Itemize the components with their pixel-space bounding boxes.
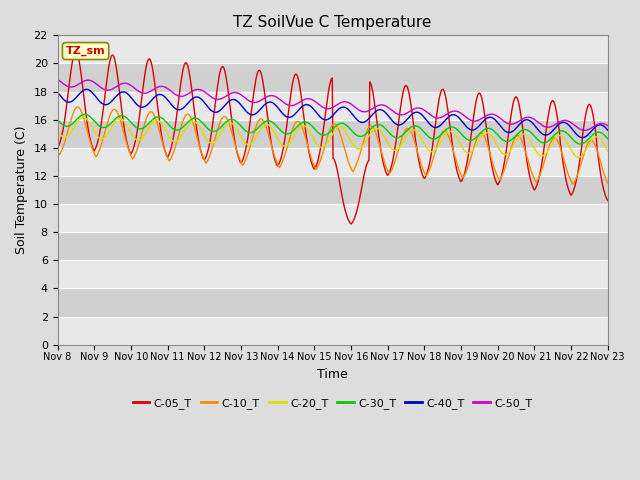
Line: C-30_T: C-30_T (58, 114, 608, 144)
C-10_T (177, 125, 184, 131)
Bar (58, 176, 608, 204)
C-40_T (54, 89, 61, 95)
Line: C-40_T: C-40_T (58, 89, 608, 138)
C-05_T (72, 48, 80, 54)
C-20_T (63, 134, 71, 140)
C-05_T (206, 139, 214, 145)
Bar (58, 232, 608, 260)
C-50_T (205, 93, 213, 98)
C-20_T (79, 114, 86, 120)
C-10_T (604, 180, 612, 186)
C-40_T (83, 86, 90, 92)
C-20_T (417, 134, 424, 140)
C-40_T (579, 135, 586, 141)
C-10_T (206, 153, 214, 158)
C-50_T (54, 76, 61, 82)
C-05_T (121, 129, 129, 135)
C-50_T (120, 80, 128, 86)
Text: TZ_sm: TZ_sm (66, 46, 106, 56)
C-30_T (417, 125, 424, 131)
C-05_T (177, 81, 184, 86)
C-20_T (121, 120, 129, 125)
Line: C-10_T: C-10_T (58, 107, 608, 184)
C-30_T (401, 131, 408, 136)
Bar (58, 120, 608, 148)
Bar (58, 36, 608, 63)
C-40_T (63, 99, 71, 105)
C-40_T (604, 127, 612, 133)
C-10_T (63, 130, 71, 135)
C-05_T (54, 145, 61, 151)
C-50_T (581, 128, 589, 133)
C-30_T (577, 141, 584, 147)
C-30_T (604, 136, 612, 142)
Legend: C-05_T, C-10_T, C-20_T, C-30_T, C-40_T, C-50_T: C-05_T, C-10_T, C-20_T, C-30_T, C-40_T, … (128, 394, 537, 413)
C-40_T (401, 120, 408, 125)
C-50_T (63, 84, 71, 89)
Line: C-20_T: C-20_T (58, 117, 608, 157)
C-30_T (81, 111, 89, 117)
C-30_T (206, 127, 214, 133)
C-10_T (54, 148, 61, 154)
Title: TZ SoilVue C Temperature: TZ SoilVue C Temperature (234, 15, 432, 30)
C-30_T (63, 123, 71, 129)
C-50_T (176, 94, 184, 99)
C-30_T (54, 117, 61, 122)
C-05_T (604, 198, 612, 204)
C-30_T (121, 114, 129, 120)
Bar (58, 204, 608, 232)
Bar (58, 63, 608, 92)
C-20_T (54, 127, 61, 133)
C-10_T (569, 181, 577, 187)
C-40_T (121, 89, 129, 95)
Line: C-05_T: C-05_T (58, 51, 608, 224)
X-axis label: Time: Time (317, 368, 348, 381)
C-20_T (575, 155, 582, 160)
C-40_T (417, 110, 424, 116)
C-20_T (177, 134, 184, 140)
Bar (58, 317, 608, 345)
Bar (58, 148, 608, 176)
C-40_T (206, 106, 214, 112)
C-05_T (401, 84, 409, 89)
C-50_T (604, 123, 612, 129)
C-50_T (415, 105, 423, 111)
Bar (58, 260, 608, 288)
C-10_T (74, 104, 81, 110)
C-10_T (417, 159, 424, 165)
Line: C-50_T: C-50_T (58, 79, 608, 131)
C-50_T (399, 112, 407, 118)
C-10_T (121, 134, 129, 140)
C-10_T (401, 130, 408, 135)
Bar (58, 92, 608, 120)
C-30_T (177, 126, 184, 132)
C-05_T (347, 221, 355, 227)
Bar (58, 288, 608, 317)
C-20_T (206, 140, 214, 145)
C-40_T (177, 107, 184, 112)
C-05_T (417, 168, 425, 173)
C-20_T (401, 137, 408, 143)
Y-axis label: Soil Temperature (C): Soil Temperature (C) (15, 126, 28, 254)
C-05_T (63, 96, 71, 102)
C-20_T (604, 148, 612, 154)
